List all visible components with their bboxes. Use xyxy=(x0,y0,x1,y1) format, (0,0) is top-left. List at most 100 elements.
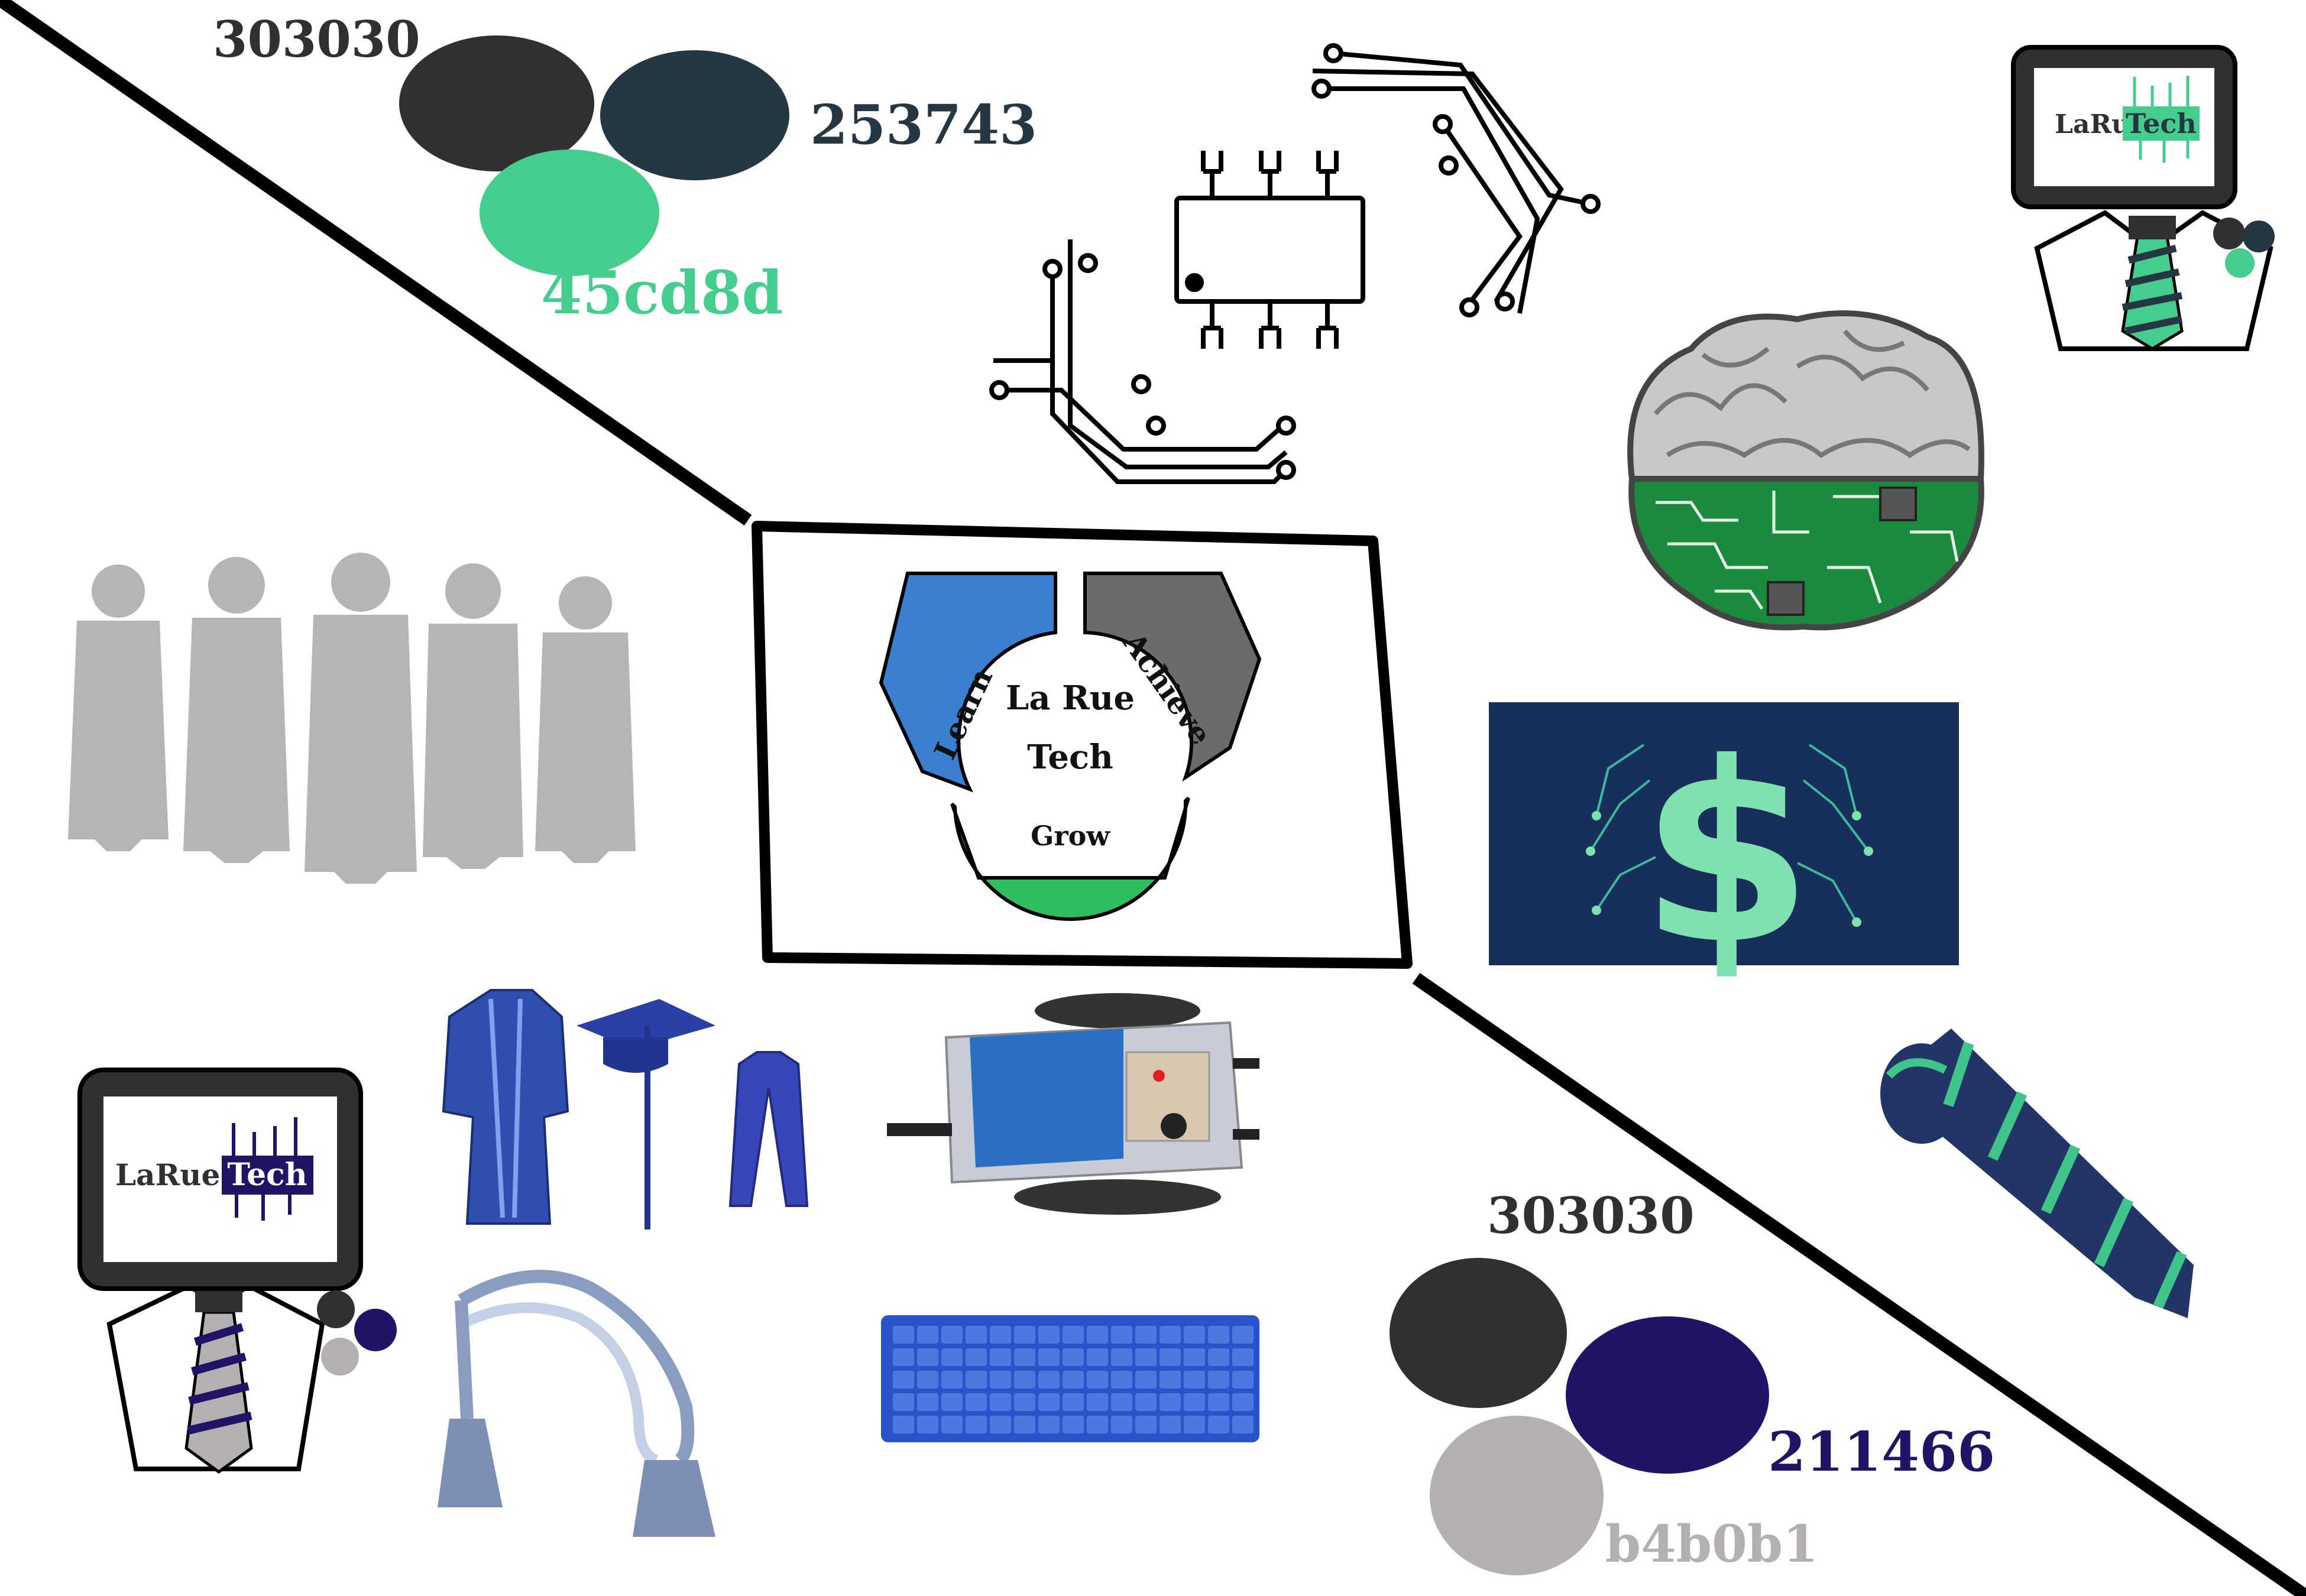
achieve-segment xyxy=(1083,572,1262,782)
palette-bottom-label-1: 303030 xyxy=(1487,1186,1695,1245)
keyboard-key xyxy=(1135,1393,1157,1411)
keyboard-key xyxy=(1232,1393,1254,1411)
swatch-303030 xyxy=(399,35,594,171)
keyboard-key xyxy=(1232,1371,1254,1389)
keyboard-key xyxy=(917,1348,938,1366)
robot-board-icon xyxy=(887,993,1259,1215)
keyboard-key xyxy=(1111,1348,1132,1366)
palette-top-label-2: 253743 xyxy=(810,93,1038,157)
mascot-bottom: LaRue Tech xyxy=(77,1068,397,1474)
microchip-icon xyxy=(1174,151,1365,349)
keyboard-key xyxy=(990,1326,1011,1344)
keyboard-key xyxy=(941,1348,963,1366)
keyboard-key xyxy=(1111,1326,1132,1344)
keyboard-key xyxy=(1135,1371,1157,1389)
keyboard-key xyxy=(966,1348,987,1366)
mascot-b-brand-part2: Tech xyxy=(227,1157,307,1193)
keyboard-key xyxy=(1111,1393,1132,1411)
keyboard-key xyxy=(893,1348,914,1366)
keyboard-key xyxy=(1087,1326,1108,1344)
keyboard-key xyxy=(1208,1326,1229,1344)
logo-name-line1: La Rue xyxy=(1006,679,1135,718)
keyboard-key xyxy=(1184,1348,1205,1366)
keyboard-key xyxy=(1135,1348,1157,1366)
swatch-253743 xyxy=(600,50,789,180)
circuit-brain-icon xyxy=(1627,310,1984,631)
keyboard-key xyxy=(1063,1326,1084,1344)
keyboard-key xyxy=(917,1326,938,1344)
keyboard-key xyxy=(1135,1326,1157,1344)
circuit-traces-icon xyxy=(989,43,1601,484)
keyboard-key xyxy=(917,1393,938,1411)
palette-bottom-label-2: 211466 xyxy=(1768,1420,1996,1484)
keyboard-key xyxy=(1208,1371,1229,1389)
keyboard-key xyxy=(1087,1416,1108,1433)
mascot-top: LaRue Tech xyxy=(2011,45,2275,351)
keyboard-key xyxy=(941,1326,963,1344)
keyboard-key xyxy=(966,1326,987,1344)
keyboard-key xyxy=(1208,1416,1229,1433)
graduation-stole-icon xyxy=(728,1051,809,1207)
keyboard-key xyxy=(966,1393,987,1411)
keyboard-key xyxy=(1038,1348,1060,1366)
swatch-303030-b xyxy=(1390,1258,1567,1408)
keyboard-key xyxy=(1063,1393,1084,1411)
keyboard-key xyxy=(1063,1371,1084,1389)
keyboard-key xyxy=(1184,1393,1205,1411)
swatch-211466 xyxy=(1566,1316,1769,1474)
dollar-circuit-icon: $ xyxy=(1489,702,1959,999)
keyboard-key xyxy=(1184,1371,1205,1389)
keyboard-key xyxy=(1160,1416,1181,1433)
keyboard-key xyxy=(1014,1393,1035,1411)
keyboard-key xyxy=(1160,1393,1181,1411)
keyboard-key xyxy=(1014,1371,1035,1389)
mascot-brand-part2: Tech xyxy=(2126,108,2197,140)
keyboard-key xyxy=(917,1371,938,1389)
keyboard-key xyxy=(1038,1326,1060,1344)
keyboard-key xyxy=(893,1326,914,1344)
keyboard-key xyxy=(1038,1416,1060,1433)
striped-tie-icon xyxy=(1880,1029,2194,1318)
mascot-dot-2 xyxy=(2243,220,2275,252)
keyboard-key xyxy=(893,1371,914,1389)
keyboard-key xyxy=(1184,1326,1205,1344)
honor-cords-icon xyxy=(438,1270,715,1537)
keyboard-key xyxy=(1014,1326,1035,1344)
swatch-b4b0b1 xyxy=(1430,1416,1604,1575)
keyboard-key xyxy=(1087,1371,1108,1389)
keyboard-key xyxy=(917,1416,938,1433)
keyboard-key xyxy=(966,1371,987,1389)
palette-top-swatches xyxy=(399,35,789,276)
keyboard-key xyxy=(990,1393,1011,1411)
keyboard-key xyxy=(1208,1393,1229,1411)
learn-segment xyxy=(879,572,1057,793)
keyboard-key xyxy=(941,1393,963,1411)
keyboard-key xyxy=(1111,1416,1132,1433)
keyboard-key xyxy=(1232,1416,1254,1433)
palette-top-label-3: 45cd8d xyxy=(541,258,783,327)
keyboard-key xyxy=(990,1348,1011,1366)
keyboard-key xyxy=(1160,1371,1181,1389)
keyboard-key xyxy=(1014,1416,1035,1433)
keyboard-key xyxy=(1087,1348,1108,1366)
graduation-gown-icon xyxy=(442,989,569,1225)
keyboard-key xyxy=(1160,1348,1181,1366)
keyboard-key xyxy=(893,1416,914,1433)
segment-label-grow: Grow xyxy=(1031,820,1110,852)
grow-segment xyxy=(950,796,1190,922)
keyboard-key xyxy=(990,1371,1011,1389)
swatch-45cd8d xyxy=(480,150,659,276)
keyboard-key xyxy=(1063,1416,1084,1433)
keyboard-key xyxy=(1063,1348,1084,1366)
keyboard-key xyxy=(966,1416,987,1433)
keyboard-key xyxy=(1208,1348,1229,1366)
logo-name-line2: Tech xyxy=(1027,738,1113,777)
keyboard-key xyxy=(1160,1326,1181,1344)
keyboard-key xyxy=(941,1416,963,1433)
palette-bottom-label-3: b4b0b1 xyxy=(1605,1514,1818,1574)
mascot-dot-1 xyxy=(2213,218,2245,249)
keyboard-key xyxy=(990,1416,1011,1433)
keyboard-key xyxy=(1232,1326,1254,1344)
